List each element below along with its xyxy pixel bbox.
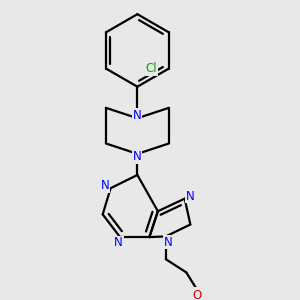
Text: N: N bbox=[133, 150, 142, 163]
Text: N: N bbox=[186, 190, 195, 202]
Text: N: N bbox=[114, 236, 123, 249]
Text: N: N bbox=[100, 179, 109, 192]
Text: N: N bbox=[133, 109, 142, 122]
Text: O: O bbox=[192, 289, 201, 300]
Text: N: N bbox=[164, 236, 173, 249]
Text: Cl: Cl bbox=[146, 62, 157, 75]
